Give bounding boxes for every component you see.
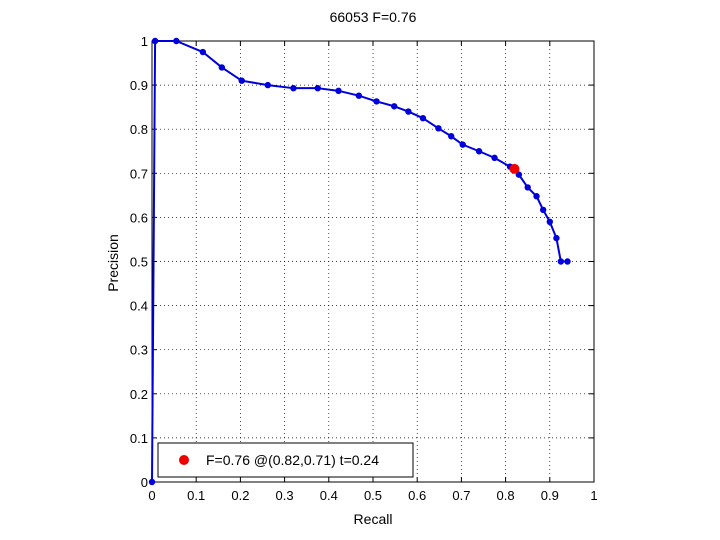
plot-frame bbox=[151, 40, 595, 483]
pr-curve-point bbox=[314, 84, 321, 92]
legend-marker bbox=[179, 455, 189, 465]
x-tick-label: 0.7 bbox=[452, 488, 470, 503]
x-tick-label: 0.3 bbox=[276, 488, 294, 503]
pr-curve-point bbox=[524, 184, 531, 191]
pr-curve-point bbox=[491, 154, 498, 162]
pr-curve-point bbox=[199, 48, 207, 56]
pr-curve-point bbox=[173, 37, 180, 45]
pr-curve-point bbox=[264, 81, 272, 89]
pr-curve-point bbox=[533, 193, 540, 200]
x-tick-label: 0.2 bbox=[231, 488, 249, 503]
pr-curve-point bbox=[218, 64, 226, 71]
axis-ticks: 0 0.1 0.2 0.3 0.4 0.5 0.6 0.7 0.8 0.9 1 0 0.1 0.2 0.3 0… bbox=[130, 34, 598, 503]
x-tick-label: 0.4 bbox=[320, 488, 338, 503]
pr-curve-point bbox=[553, 234, 560, 242]
pr-curve-point bbox=[373, 98, 380, 105]
y-tick-label: 0.7 bbox=[130, 166, 148, 181]
pr-curve-point bbox=[546, 218, 553, 226]
pr-curve-point bbox=[515, 171, 523, 178]
pr-curve-point bbox=[405, 108, 412, 115]
x-tick-label: 0.6 bbox=[408, 488, 426, 503]
x-tick-label: 1 bbox=[590, 488, 597, 503]
pr-curve-point bbox=[391, 103, 398, 110]
pr-curve-point bbox=[290, 84, 297, 92]
pr-curve-point bbox=[557, 258, 565, 265]
y-tick-label: 0.4 bbox=[130, 299, 148, 314]
y-tick-label: 0.6 bbox=[130, 210, 148, 225]
pr-curve-point bbox=[419, 114, 427, 122]
pr-curve-point bbox=[435, 125, 442, 132]
x-axis-label: Recall bbox=[354, 511, 393, 527]
legend-label: F=0.76 @(0.82,0.71) t=0.24 bbox=[206, 452, 379, 468]
pr-curve-point bbox=[148, 478, 156, 486]
pr-curve-point bbox=[539, 206, 547, 214]
y-tick-label: 1 bbox=[141, 34, 148, 49]
y-axis-label: Precision bbox=[105, 234, 121, 292]
x-tick-label: 0 bbox=[148, 488, 155, 503]
best-f-point bbox=[509, 163, 520, 174]
x-tick-label: 0.8 bbox=[497, 488, 515, 503]
y-tick-label: 0 bbox=[141, 475, 148, 490]
pr-curve-point bbox=[564, 258, 571, 265]
legend-box bbox=[157, 442, 414, 478]
pr-curve-point bbox=[459, 141, 466, 148]
y-tick-label: 0.2 bbox=[130, 387, 148, 402]
series-layer bbox=[148, 37, 571, 486]
x-tick-label: 0.1 bbox=[187, 488, 205, 503]
y-tick-label: 0.8 bbox=[130, 122, 148, 137]
pr-curve-point bbox=[475, 148, 483, 155]
pr-curve-point bbox=[151, 37, 159, 45]
pr-curve-point bbox=[238, 77, 245, 84]
x-tick-label: 0.5 bbox=[364, 488, 382, 503]
y-tick-label: 0.5 bbox=[130, 255, 148, 270]
x-tick-label: 0.9 bbox=[541, 488, 559, 503]
y-tick-label: 0.3 bbox=[130, 343, 148, 358]
pr-curve-point bbox=[335, 87, 342, 95]
y-tick-label: 0.9 bbox=[130, 78, 148, 93]
chart-title: 66053 F=0.76 bbox=[330, 9, 417, 25]
legend: F=0.76 @(0.82,0.71) t=0.24 bbox=[157, 442, 414, 478]
pr-curve-point bbox=[448, 133, 455, 140]
y-tick-label: 0.1 bbox=[130, 431, 148, 446]
pr-curve-point bbox=[355, 92, 363, 99]
